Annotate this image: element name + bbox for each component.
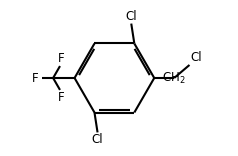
Text: Cl: Cl: [190, 51, 202, 64]
Text: F: F: [57, 91, 64, 104]
Text: F: F: [31, 71, 38, 85]
Text: Cl: Cl: [125, 10, 137, 23]
Text: Cl: Cl: [92, 133, 103, 146]
Text: F: F: [57, 52, 64, 65]
Text: $\mathrm{CH_2}$: $\mathrm{CH_2}$: [162, 71, 186, 85]
